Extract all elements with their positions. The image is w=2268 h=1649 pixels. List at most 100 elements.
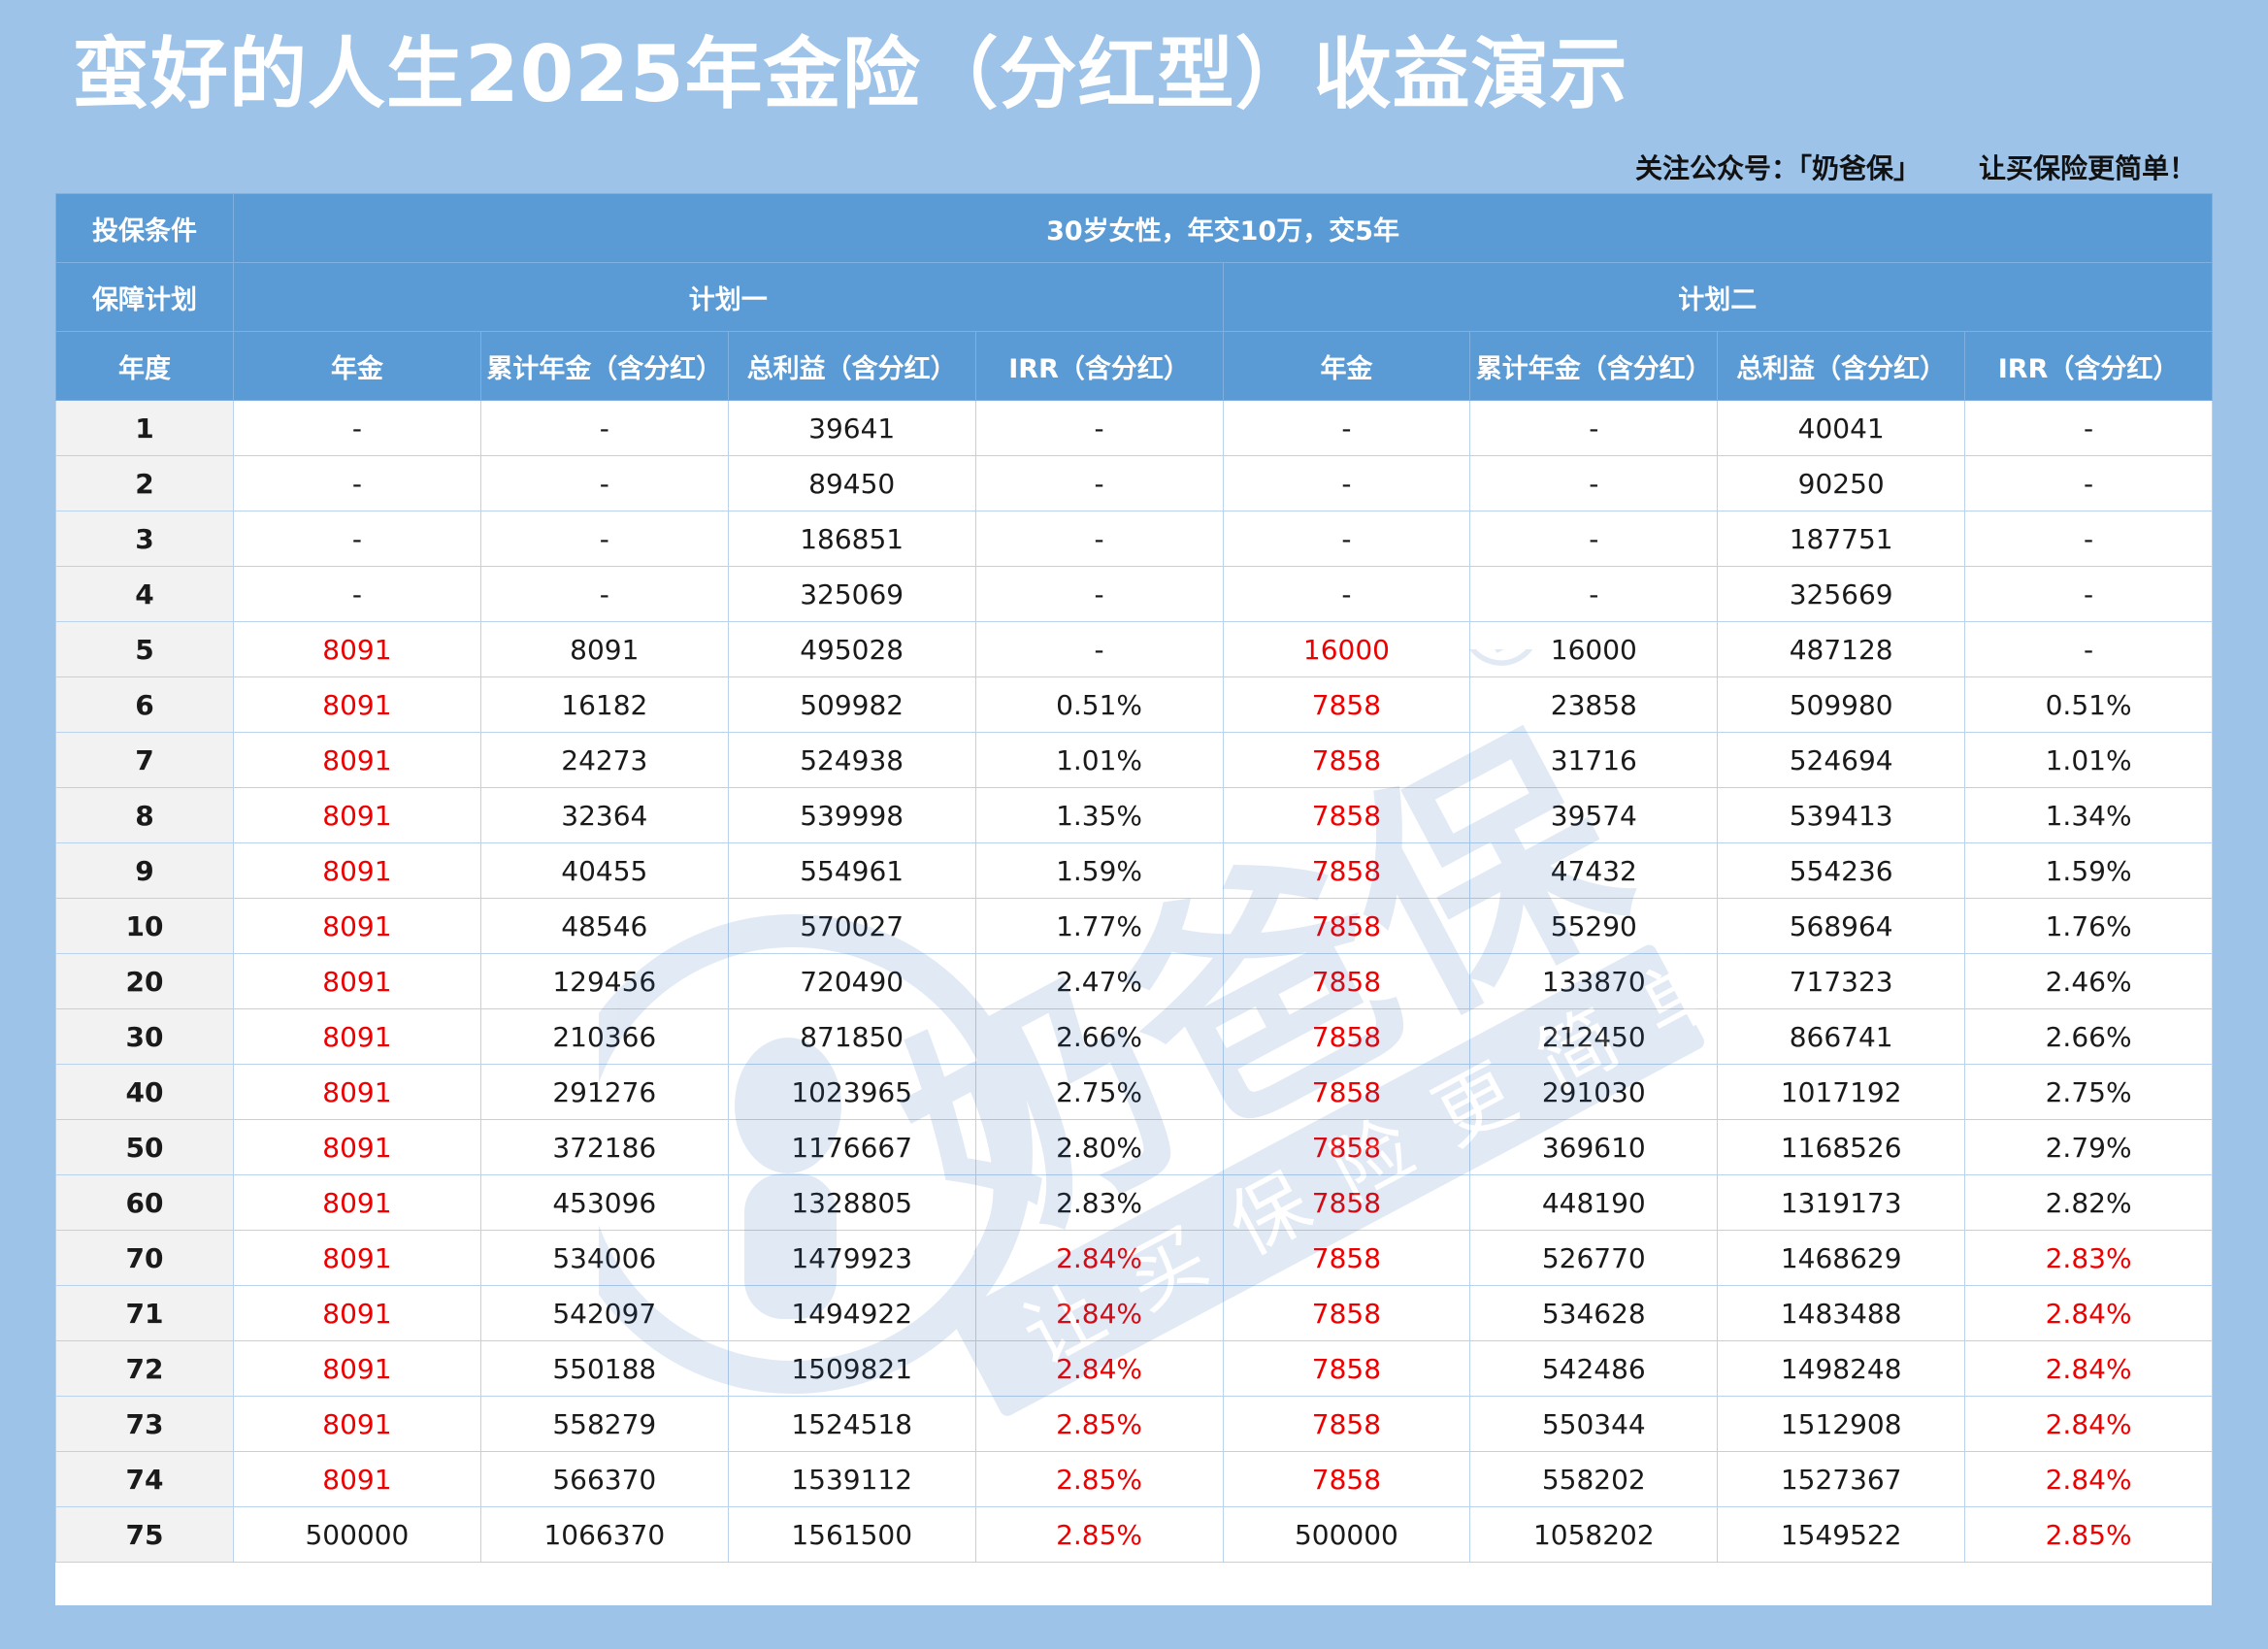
plan2-cumulative-cell: 1058202 (1469, 1506, 1719, 1563)
condition-row: 投保条件 30岁女性，年交10万，交5年 (55, 193, 2214, 263)
plan2-total-benefit-cell: 539413 (1717, 787, 1966, 843)
plan2-total-benefit-cell: 40041 (1717, 400, 1966, 456)
year-cell: 72 (55, 1340, 234, 1397)
plan2-annuity-cell: 7858 (1222, 787, 1471, 843)
plan1-cumulative-cell: 210366 (479, 1008, 729, 1065)
plan1-cumulative-cell: 291276 (479, 1064, 729, 1120)
plan2-irr-cell: 2.84% (1964, 1396, 2214, 1452)
table-row: 9 8091 40455 554961 1.59% 7858 47432 554236 1.59… (55, 842, 2214, 899)
plan1-total-benefit-cell: 1479923 (727, 1230, 976, 1286)
plan2-irr-cell: 2.84% (1964, 1285, 2214, 1341)
plan1-annuity-cell: 8091 (233, 1396, 481, 1452)
plan2-irr-cell: 2.79% (1964, 1119, 2214, 1175)
page-title: 蛮好的人生2025年金险（分红型）收益演示 (72, 29, 1628, 119)
table-row: 70 8091 534006 1479923 2.84% 7858 526770 146862… (55, 1230, 2214, 1286)
year-cell: 40 (55, 1064, 234, 1120)
plan1-total-benefit-cell: 186851 (727, 511, 976, 567)
plan2-total-benefit-cell: 717323 (1717, 953, 1966, 1009)
plan2-annuity-cell: 7858 (1222, 1174, 1471, 1231)
year-cell: 71 (55, 1285, 234, 1341)
plan2-annuity-cell: 7858 (1222, 1396, 1471, 1452)
plan2-total-benefit-cell: 90250 (1717, 455, 1966, 511)
plan-two-header: 计划二 (1222, 262, 2214, 332)
plan-one-header: 计划一 (233, 262, 1224, 332)
plan2-cumulative-header: 累计年金（含分红） (1469, 331, 1719, 401)
plan1-annuity-cell: 8091 (233, 1285, 481, 1341)
plan2-irr-cell: - (1964, 621, 2214, 677)
plan2-irr-cell: 1.59% (1964, 842, 2214, 899)
benefit-table: 投保条件 30岁女性，年交10万，交5年 保障计划 计划一 计划二 年度 年金 … (55, 193, 2214, 1563)
table-row: 7 8091 24273 524938 1.01% 7858 31716 524694 1.01… (55, 732, 2214, 788)
plan2-total-benefit-cell: 524694 (1717, 732, 1966, 788)
plan2-annuity-cell: 7858 (1222, 1230, 1471, 1286)
year-cell: 75 (55, 1506, 234, 1563)
plan2-annuity-cell: 7858 (1222, 1285, 1471, 1341)
plan1-total-benefit-cell: 1524518 (727, 1396, 976, 1452)
plan1-irr-cell: - (974, 511, 1224, 567)
plan2-annuity-cell: - (1222, 400, 1471, 456)
plan2-cumulative-cell: 526770 (1469, 1230, 1719, 1286)
plan1-total-benefit-cell: 524938 (727, 732, 976, 788)
plan-label: 保障计划 (55, 262, 234, 332)
plan1-annuity-cell: 8091 (233, 1174, 481, 1231)
plan2-cumulative-cell: 55290 (1469, 898, 1719, 954)
plan2-annuity-cell: 7858 (1222, 1340, 1471, 1397)
condition-label: 投保条件 (55, 193, 234, 263)
table-row: 75 500000 1066370 1561500 2.85% 500000 1058202… (55, 1506, 2214, 1563)
plan1-annuity-cell: 8091 (233, 1008, 481, 1065)
plan2-cumulative-cell: - (1469, 566, 1719, 622)
plan1-irr-cell: 2.80% (974, 1119, 1224, 1175)
plan1-total-benefit-cell: 509982 (727, 676, 976, 733)
plan1-total-benefit-cell: 1494922 (727, 1285, 976, 1341)
table-row: 73 8091 558279 1524518 2.85% 7858 550344 151290… (55, 1396, 2214, 1452)
year-cell: 30 (55, 1008, 234, 1065)
year-cell: 7 (55, 732, 234, 788)
table-row: 4- -325069- - -325669- (55, 566, 2214, 622)
plan1-cumulative-cell: 8091 (479, 621, 729, 677)
plan2-total-benefit-cell: 1483488 (1717, 1285, 1966, 1341)
plan1-annuity-cell: 8091 (233, 1119, 481, 1175)
plan1-irr-cell: 2.75% (974, 1064, 1224, 1120)
plan1-irr-cell: - (974, 566, 1224, 622)
plan2-cumulative-cell: 23858 (1469, 676, 1719, 733)
plan2-total-benefit-cell: 1468629 (1717, 1230, 1966, 1286)
plan1-annuity-cell: - (233, 455, 481, 511)
plan2-annuity-cell: 7858 (1222, 676, 1471, 733)
table-row: 1- -39641- - -40041- (55, 400, 2214, 456)
plan1-annuity-cell: 8091 (233, 842, 481, 899)
plan1-total-benefit-cell: 539998 (727, 787, 976, 843)
plan1-annuity-cell: 8091 (233, 732, 481, 788)
plan1-total-benefit-cell: 720490 (727, 953, 976, 1009)
plan1-irr-cell: 1.01% (974, 732, 1224, 788)
plan2-total-benefit-cell: 1498248 (1717, 1340, 1966, 1397)
year-cell: 60 (55, 1174, 234, 1231)
plan1-annuity-cell: 8091 (233, 1064, 481, 1120)
plan2-cumulative-cell: 31716 (1469, 732, 1719, 788)
plan1-total-benefit-cell: 871850 (727, 1008, 976, 1065)
plan2-annuity-cell: 7858 (1222, 898, 1471, 954)
plan1-irr-cell: 2.84% (974, 1285, 1224, 1341)
table-row: 20 8091 129456 720490 2.47% 7858 133870 717323 2… (55, 953, 2214, 1009)
year-cell: 8 (55, 787, 234, 843)
plan1-irr-cell: 2.84% (974, 1340, 1224, 1397)
plan2-irr-cell: 2.46% (1964, 953, 2214, 1009)
plan1-irr-cell: - (974, 400, 1224, 456)
plan1-cumulative-cell: 566370 (479, 1451, 729, 1507)
column-header-row: 年度 年金 累计年金（含分红） 总利益（含分红） IRR（含分红） 年金 累计年… (55, 331, 2214, 401)
plan1-total-benefit-cell: 495028 (727, 621, 976, 677)
plan1-cumulative-cell: - (479, 566, 729, 622)
plan1-annuity-cell: 8091 (233, 898, 481, 954)
table-row: 50 8091 372186 1176667 2.80% 7858 369610 116852… (55, 1119, 2214, 1175)
plan2-cumulative-cell: 212450 (1469, 1008, 1719, 1065)
year-cell: 6 (55, 676, 234, 733)
plan1-annuity-cell: - (233, 511, 481, 567)
plan2-irr-cell: 2.84% (1964, 1451, 2214, 1507)
plan2-total-benefit-cell: 1017192 (1717, 1064, 1966, 1120)
table-row: 8 8091 32364 539998 1.35% 7858 39574 539413 1.34… (55, 787, 2214, 843)
plan2-cumulative-cell: - (1469, 511, 1719, 567)
year-cell: 70 (55, 1230, 234, 1286)
plan1-annuity-cell: 8091 (233, 1230, 481, 1286)
table-row: 71 8091 542097 1494922 2.84% 7858 534628 148348… (55, 1285, 2214, 1341)
plan1-irr-cell: 1.77% (974, 898, 1224, 954)
plan2-cumulative-cell: 542486 (1469, 1340, 1719, 1397)
